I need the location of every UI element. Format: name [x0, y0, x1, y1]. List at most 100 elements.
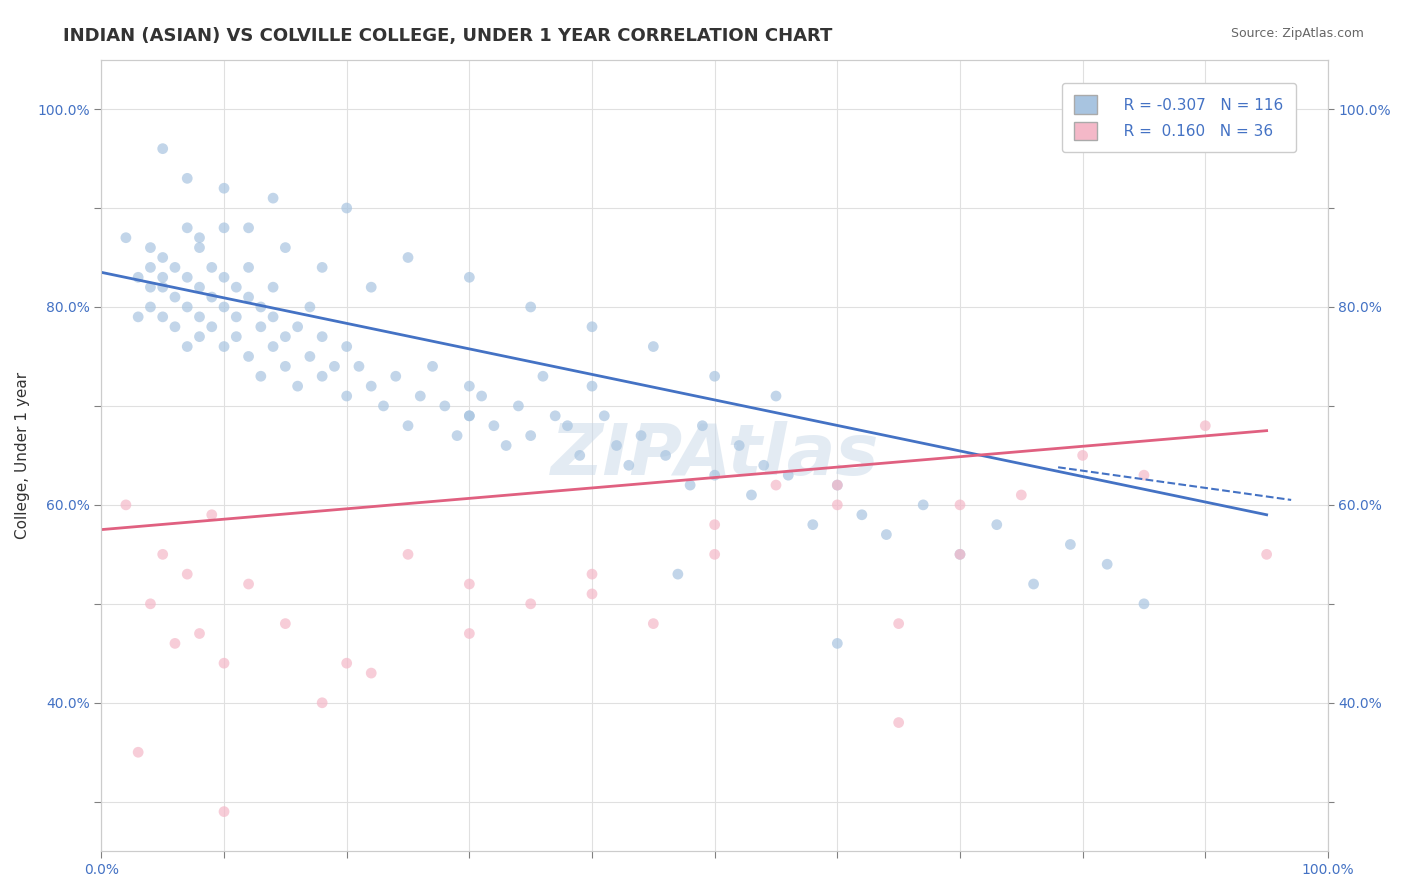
Point: [360, 379, 382, 393]
Point: [360, 280, 382, 294]
Point: [679, 478, 702, 492]
Point: [188, 329, 211, 343]
Point: [1133, 597, 1156, 611]
Point: [250, 300, 273, 314]
Point: [212, 340, 235, 354]
Point: [212, 270, 235, 285]
Point: [778, 468, 800, 483]
Point: [311, 696, 333, 710]
Point: [262, 340, 284, 354]
Point: [225, 310, 247, 324]
Point: [347, 359, 370, 374]
Point: [163, 636, 186, 650]
Point: [373, 399, 395, 413]
Point: [827, 478, 849, 492]
Point: [1010, 488, 1032, 502]
Point: [606, 438, 628, 452]
Point: [396, 418, 419, 433]
Point: [212, 805, 235, 819]
Point: [1133, 468, 1156, 483]
Point: [617, 458, 640, 473]
Point: [139, 241, 162, 255]
Point: [593, 409, 616, 423]
Point: [1071, 449, 1094, 463]
Point: [360, 666, 382, 681]
Point: [986, 517, 1008, 532]
Point: [458, 626, 481, 640]
Point: [949, 547, 972, 561]
Point: [1095, 558, 1118, 572]
Point: [201, 290, 224, 304]
Point: [458, 409, 481, 423]
Point: [287, 319, 309, 334]
Point: [827, 636, 849, 650]
Point: [262, 191, 284, 205]
Point: [643, 340, 665, 354]
Point: [250, 319, 273, 334]
Point: [703, 369, 725, 384]
Point: [458, 577, 481, 591]
Point: [201, 319, 224, 334]
Point: [238, 220, 260, 235]
Point: [274, 616, 297, 631]
Point: [519, 428, 541, 442]
Point: [262, 280, 284, 294]
Point: [752, 458, 775, 473]
Point: [581, 319, 603, 334]
Point: [765, 478, 787, 492]
Point: [568, 449, 591, 463]
Point: [188, 230, 211, 244]
Point: [163, 319, 186, 334]
Point: [115, 230, 138, 244]
Point: [581, 587, 603, 601]
Point: [274, 329, 297, 343]
Point: [1059, 537, 1081, 551]
Point: [703, 468, 725, 483]
Point: [188, 241, 211, 255]
Point: [458, 379, 481, 393]
Point: [127, 745, 149, 759]
Point: [311, 369, 333, 384]
Point: [212, 656, 235, 670]
Point: [336, 389, 359, 403]
Point: [409, 389, 432, 403]
Point: [139, 597, 162, 611]
Legend:    R = -0.307   N = 116,    R =  0.160   N = 36: R = -0.307 N = 116, R = 0.160 N = 36: [1062, 83, 1296, 153]
Point: [212, 181, 235, 195]
Point: [298, 350, 321, 364]
Point: [336, 340, 359, 354]
Point: [274, 241, 297, 255]
Point: [238, 290, 260, 304]
Point: [446, 428, 468, 442]
Point: [115, 498, 138, 512]
Point: [384, 369, 406, 384]
Point: [274, 359, 297, 374]
Point: [630, 428, 652, 442]
Point: [152, 280, 174, 294]
Point: [323, 359, 346, 374]
Point: [238, 577, 260, 591]
Point: [740, 488, 762, 502]
Point: [433, 399, 456, 413]
Point: [557, 418, 579, 433]
Point: [458, 270, 481, 285]
Point: [176, 300, 198, 314]
Y-axis label: College, Under 1 year: College, Under 1 year: [15, 372, 30, 539]
Point: [396, 547, 419, 561]
Point: [495, 438, 517, 452]
Point: [531, 369, 554, 384]
Point: [508, 399, 530, 413]
Point: [643, 616, 665, 631]
Point: [581, 567, 603, 582]
Point: [801, 517, 824, 532]
Point: [519, 300, 541, 314]
Point: [176, 220, 198, 235]
Point: [163, 260, 186, 275]
Point: [176, 171, 198, 186]
Point: [827, 498, 849, 512]
Point: [188, 310, 211, 324]
Point: [176, 567, 198, 582]
Point: [666, 567, 689, 582]
Text: Source: ZipAtlas.com: Source: ZipAtlas.com: [1230, 27, 1364, 40]
Point: [127, 270, 149, 285]
